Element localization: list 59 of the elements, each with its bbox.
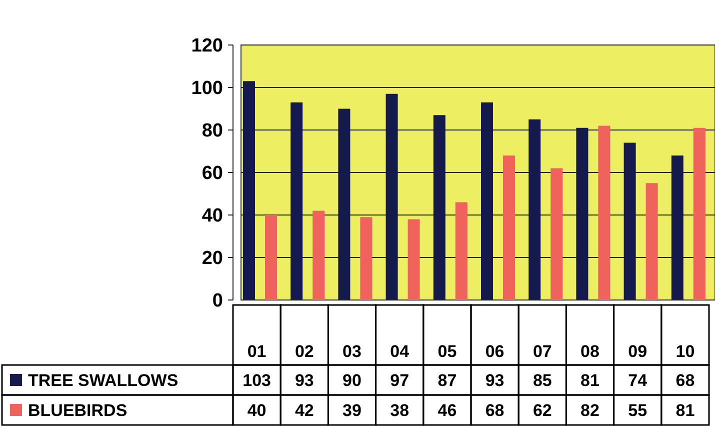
legend-label: TREE SWALLOWS	[28, 371, 178, 390]
x-tick-label: 02	[294, 342, 314, 361]
bar	[243, 81, 255, 300]
data-label: 97	[390, 371, 410, 390]
bar	[360, 217, 372, 300]
bar	[671, 156, 684, 300]
data-label: 85	[532, 371, 552, 390]
x-tick-label: 10	[676, 342, 695, 361]
x-tick-label: 06	[485, 342, 504, 361]
bar	[503, 156, 515, 300]
data-label: 82	[580, 401, 600, 420]
data-label: 81	[580, 371, 600, 390]
data-label: 68	[676, 371, 695, 390]
data-label: 62	[532, 401, 552, 420]
data-label: 103	[242, 371, 271, 390]
x-tick-label: 01	[247, 342, 266, 361]
data-label: 81	[676, 401, 695, 420]
legend-label: BLUEBIRDS	[28, 401, 128, 420]
bar	[646, 183, 658, 300]
bar	[386, 94, 398, 300]
x-tick-label: 08	[580, 342, 600, 361]
y-tick-label: 0	[212, 290, 223, 312]
bar	[408, 219, 420, 300]
y-tick-label: 40	[202, 206, 223, 227]
data-label: 90	[342, 371, 362, 390]
data-label: 39	[342, 401, 362, 420]
data-label: 42	[294, 401, 314, 420]
x-tick-label: 09	[628, 342, 648, 361]
x-tick-label: 03	[342, 342, 362, 361]
bar	[624, 142, 636, 300]
bar	[455, 202, 468, 300]
x-tick-label: 07	[532, 342, 552, 361]
bar	[338, 108, 350, 300]
x-tick-label: 04	[390, 342, 410, 361]
bar	[481, 102, 493, 300]
data-label: 87	[438, 371, 457, 390]
bar	[576, 128, 588, 300]
bar	[290, 102, 303, 300]
bar	[312, 210, 325, 300]
data-label: 40	[247, 401, 266, 420]
bar	[433, 115, 446, 300]
data-label: 55	[628, 401, 648, 420]
bar	[598, 126, 610, 300]
data-label: 68	[485, 401, 504, 420]
data-label: 93	[485, 371, 504, 390]
y-tick-label: 60	[202, 163, 223, 184]
y-tick-label: 20	[202, 248, 223, 270]
y-tick-label: 100	[191, 78, 223, 100]
bar	[693, 128, 706, 300]
bar	[550, 168, 563, 300]
data-label: 46	[438, 401, 457, 420]
x-tick-label: 05	[438, 342, 457, 361]
y-tick-label: 120	[191, 36, 223, 57]
bar	[265, 215, 277, 300]
data-label: 38	[390, 401, 410, 420]
data-label: 93	[294, 371, 314, 390]
data-label: 74	[628, 371, 648, 390]
y-tick-label: 80	[202, 120, 223, 142]
bar	[528, 119, 541, 300]
